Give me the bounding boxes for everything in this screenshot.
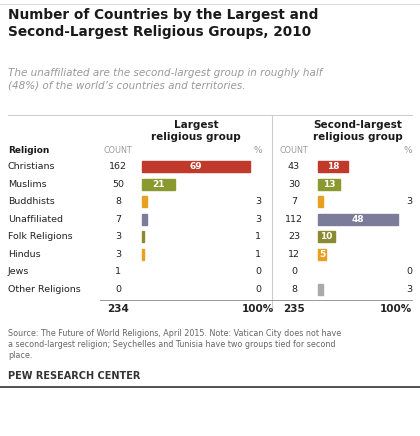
Text: PEW RESEARCH CENTER: PEW RESEARCH CENTER — [8, 371, 140, 381]
Text: 3: 3 — [406, 197, 412, 206]
Text: 69: 69 — [190, 162, 202, 171]
Bar — [142, 214, 147, 225]
Text: Second-largest
religious group: Second-largest religious group — [313, 120, 403, 142]
Bar — [318, 214, 398, 225]
Text: 0: 0 — [255, 285, 261, 294]
Bar — [142, 179, 175, 190]
Text: 18: 18 — [327, 162, 339, 171]
Text: The unaffiliated are the second-largest group in roughly half
(48%) of the world: The unaffiliated are the second-largest … — [8, 68, 323, 90]
Bar — [318, 161, 348, 172]
Bar — [318, 196, 323, 207]
Text: 12: 12 — [288, 250, 300, 259]
Bar — [318, 232, 335, 242]
Text: Jews: Jews — [8, 267, 29, 276]
Text: 8: 8 — [291, 285, 297, 294]
Text: Unaffiliated: Unaffiliated — [8, 215, 63, 224]
Text: COUNT: COUNT — [280, 146, 308, 155]
Text: 7: 7 — [291, 197, 297, 206]
Text: 1: 1 — [255, 250, 261, 259]
Text: 13: 13 — [323, 180, 335, 189]
Text: COUNT: COUNT — [104, 146, 132, 155]
Text: Source: The Future of World Religions, April 2015. Note: Vatican City does not h: Source: The Future of World Religions, A… — [8, 329, 341, 360]
Text: Number of Countries by the Largest and
Second-Largest Religious Groups, 2010: Number of Countries by the Largest and S… — [8, 8, 318, 39]
Text: 23: 23 — [288, 232, 300, 241]
Text: 112: 112 — [285, 215, 303, 224]
Text: 48: 48 — [352, 215, 364, 224]
Text: 5: 5 — [319, 250, 326, 259]
Text: 0: 0 — [291, 267, 297, 276]
Text: 30: 30 — [288, 180, 300, 189]
Text: Buddhists: Buddhists — [8, 197, 55, 206]
Text: 0: 0 — [115, 285, 121, 294]
Text: Christians: Christians — [8, 162, 55, 171]
Bar — [142, 249, 144, 260]
Text: 3: 3 — [255, 197, 261, 206]
Text: Muslims: Muslims — [8, 180, 47, 189]
Text: 1: 1 — [115, 267, 121, 276]
Bar — [318, 284, 323, 295]
Bar — [318, 249, 326, 260]
Text: 21: 21 — [152, 180, 165, 189]
Text: %: % — [254, 146, 262, 155]
Text: Folk Religions: Folk Religions — [8, 232, 73, 241]
Text: 100%: 100% — [242, 304, 274, 314]
Text: 3: 3 — [406, 285, 412, 294]
Text: %: % — [403, 146, 412, 155]
Text: Largest
religious group: Largest religious group — [151, 120, 241, 142]
Text: 3: 3 — [115, 232, 121, 241]
Text: 100%: 100% — [380, 304, 412, 314]
Text: Religion: Religion — [8, 146, 50, 155]
Bar — [142, 161, 250, 172]
Text: 50: 50 — [112, 180, 124, 189]
Text: 43: 43 — [288, 162, 300, 171]
Text: 10: 10 — [320, 232, 333, 241]
Bar — [142, 232, 144, 242]
Text: Hindus: Hindus — [8, 250, 41, 259]
Text: 7: 7 — [115, 215, 121, 224]
Text: Other Religions: Other Religions — [8, 285, 81, 294]
Bar — [318, 179, 340, 190]
Text: 1: 1 — [255, 232, 261, 241]
Text: 0: 0 — [255, 267, 261, 276]
Text: 0: 0 — [406, 267, 412, 276]
Bar — [142, 196, 147, 207]
Text: 8: 8 — [115, 197, 121, 206]
Text: 235: 235 — [283, 304, 305, 314]
Text: 3: 3 — [115, 250, 121, 259]
Text: 162: 162 — [109, 162, 127, 171]
Text: 234: 234 — [107, 304, 129, 314]
Text: 3: 3 — [255, 215, 261, 224]
